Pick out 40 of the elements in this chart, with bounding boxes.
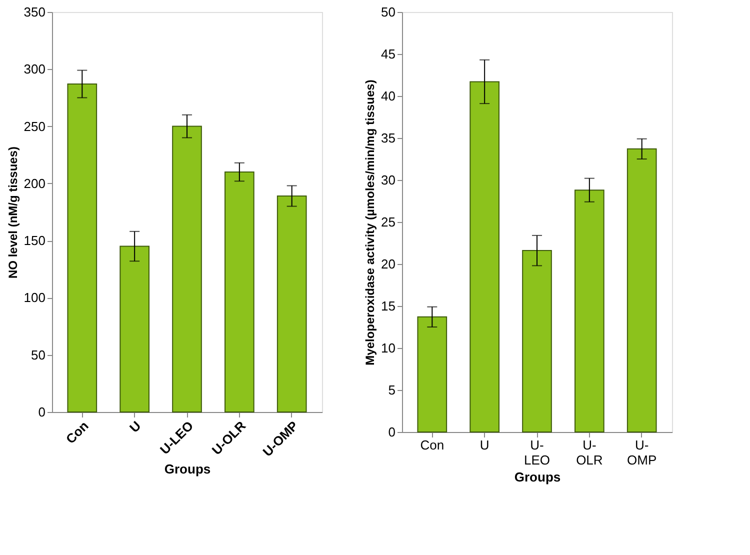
y-tick-label: 5: [388, 382, 396, 398]
x-tick-label: U: [480, 438, 490, 452]
y-tick-label: 50: [31, 347, 46, 362]
bar: [172, 126, 202, 412]
y-tick-label: 350: [24, 4, 46, 20]
x-tick-label: U-OMP: [627, 438, 657, 468]
y-tick-label: 300: [24, 62, 46, 77]
bar: [522, 250, 552, 432]
y-axis-title: NO level (nM/g tissues): [6, 146, 20, 279]
y-tick-label: 40: [381, 88, 396, 104]
y-tick-label: 200: [24, 176, 46, 191]
bar: [276, 196, 307, 412]
y-axis-title: Myeloperoxidase activity (µmoles/min/mg tissues): [363, 80, 378, 366]
y-tick-label: 45: [381, 46, 396, 62]
y-tick-label: 10: [381, 340, 396, 356]
y-tick-label: 0: [388, 424, 396, 440]
y-tick-label: 35: [381, 130, 396, 146]
y-tick-label: 20: [381, 256, 396, 272]
x-axis-title: Groups: [514, 470, 561, 484]
bar: [470, 81, 500, 432]
bar: [224, 172, 254, 412]
y-tick-label: 25: [381, 214, 396, 230]
x-tick-label: U-LEO: [524, 438, 550, 468]
y-tick-label: 100: [24, 290, 46, 306]
bar: [626, 148, 657, 432]
y-tick-label: 50: [381, 4, 396, 20]
y-tick-label: 30: [381, 172, 396, 188]
bar: [417, 316, 448, 432]
y-tick-label: 250: [24, 118, 46, 134]
bar: [574, 190, 604, 432]
x-tick-label: Con: [420, 438, 444, 452]
x-tick-label: U-OLR: [576, 438, 603, 468]
x-tick-label: Con: [62, 418, 92, 447]
x-axis-title: Groups: [164, 461, 211, 476]
y-tick-label: 15: [381, 298, 396, 314]
bar: [67, 84, 98, 412]
x-tick-label: U: [126, 418, 144, 436]
bar: [120, 246, 150, 412]
y-tick-label: 150: [24, 233, 46, 248]
y-tick-label: 0: [38, 404, 46, 420]
